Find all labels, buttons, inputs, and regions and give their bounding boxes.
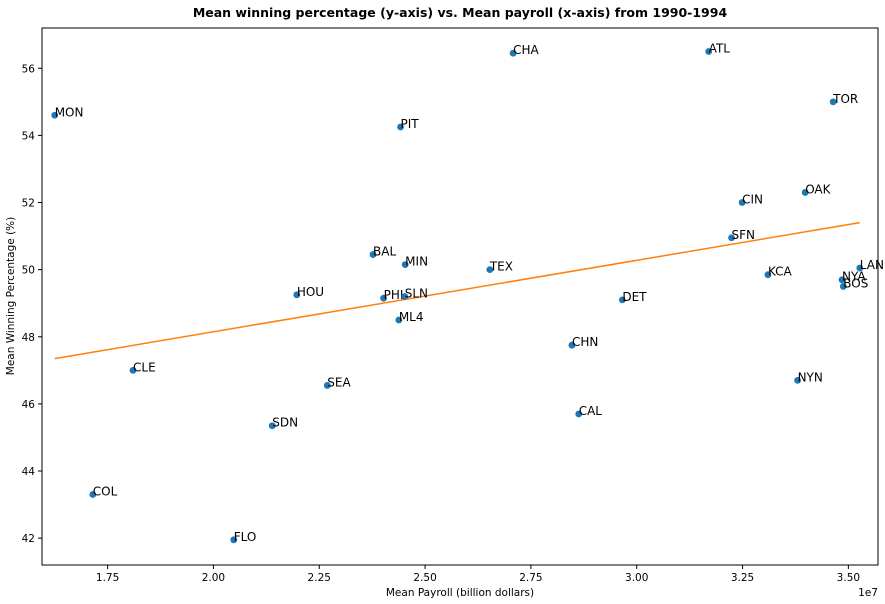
data-point-label: MON — [55, 105, 84, 119]
data-point-label: NYA — [842, 270, 866, 284]
y-tick-label: 54 — [22, 130, 36, 142]
x-tick-label: 2.75 — [519, 572, 542, 584]
y-tick-label: 44 — [22, 466, 36, 478]
data-point — [486, 266, 494, 274]
data-point-label: CLE — [133, 360, 156, 374]
data-point — [575, 410, 583, 418]
x-tick-label: 1.75 — [96, 572, 119, 584]
data-point — [728, 234, 735, 242]
x-tick-label: 3.50 — [837, 572, 860, 584]
data-point-label: NYN — [798, 370, 823, 384]
data-point — [380, 294, 387, 302]
plot-frame — [41, 27, 879, 566]
data-point-label: BOS — [843, 276, 868, 290]
data-point-label: MIN — [405, 255, 428, 269]
x-tick-label: 3.25 — [731, 572, 754, 584]
y-tick-label: 56 — [22, 63, 36, 75]
data-point — [268, 422, 276, 430]
data-point-label: CAL — [579, 404, 603, 418]
data-point — [801, 189, 809, 196]
data-point-label: ML4 — [399, 310, 424, 324]
data-point — [395, 316, 403, 324]
data-point-label: SLN — [405, 287, 428, 301]
x-tick-label: 2.50 — [413, 572, 436, 584]
data-point-label: FLO — [234, 530, 257, 544]
data-point — [705, 48, 713, 55]
data-point — [369, 251, 377, 258]
data-point — [764, 271, 772, 279]
chart-title: Mean winning percentage (y-axis) vs. Mea… — [193, 5, 728, 20]
data-point-label: CIN — [742, 193, 763, 207]
data-point — [738, 199, 746, 206]
y-axis-ticks: 42 44 46 48 50 52 54 56 — [22, 63, 42, 545]
x-axis-offset-label: 1e7 — [858, 587, 878, 599]
data-point-label: TOR — [832, 92, 858, 106]
data-point-label: BAL — [373, 245, 396, 259]
data-point-label: COL — [93, 485, 118, 499]
data-point-label: PHI — [384, 288, 404, 302]
data-point — [794, 377, 801, 384]
data-point-label: SDN — [272, 416, 298, 430]
data-point-label: LAN — [860, 258, 884, 272]
data-point — [839, 283, 847, 290]
data-point — [51, 111, 59, 119]
data-point — [401, 293, 409, 300]
y-tick-label: 46 — [22, 399, 36, 411]
data-point-label: SFN — [732, 228, 756, 242]
data-point — [323, 382, 331, 389]
data-point — [838, 276, 846, 284]
data-point — [856, 264, 864, 272]
x-tick-label: 3.00 — [625, 572, 648, 584]
data-point — [829, 98, 837, 106]
data-point — [293, 291, 301, 299]
data-point — [89, 491, 97, 498]
data-point — [568, 341, 576, 349]
data-point-label: PIT — [401, 117, 420, 131]
y-tick-label: 52 — [22, 198, 35, 210]
trend-line — [54, 221, 860, 360]
data-point — [509, 49, 517, 57]
x-axis-label: Mean Payroll (billion dollars) — [386, 587, 534, 599]
data-point-label: HOU — [297, 285, 324, 299]
data-point — [618, 296, 626, 304]
y-axis-label: Mean Winning Percentage (%) — [5, 217, 17, 375]
x-axis-ticks: 1.75 2.00 2.25 2.50 2.75 3.00 3.25 3.50 — [96, 565, 860, 584]
y-tick-label: 48 — [22, 332, 35, 344]
y-tick-label: 50 — [22, 265, 35, 277]
x-tick-label: 2.25 — [308, 572, 331, 584]
data-point — [397, 123, 404, 131]
data-point-label: ATL — [709, 41, 731, 55]
data-point — [230, 536, 238, 544]
data-point-label: CHA — [513, 43, 539, 57]
data-point — [401, 261, 409, 269]
data-point-label: SEA — [327, 375, 351, 389]
data-point-label: OAK — [805, 182, 831, 196]
data-point — [129, 366, 137, 374]
x-tick-label: 2.00 — [202, 572, 225, 584]
data-point-label: KCA — [768, 265, 793, 279]
data-point-label: CHN — [572, 335, 598, 349]
data-point-label: TEX — [489, 260, 513, 274]
y-tick-label: 42 — [22, 533, 35, 545]
data-point-label: DET — [622, 290, 647, 304]
data-points: MON COL CLE FLO HOU SDN SEA BAL PHI ML4 PIT MIN SLN T… — [51, 41, 884, 544]
